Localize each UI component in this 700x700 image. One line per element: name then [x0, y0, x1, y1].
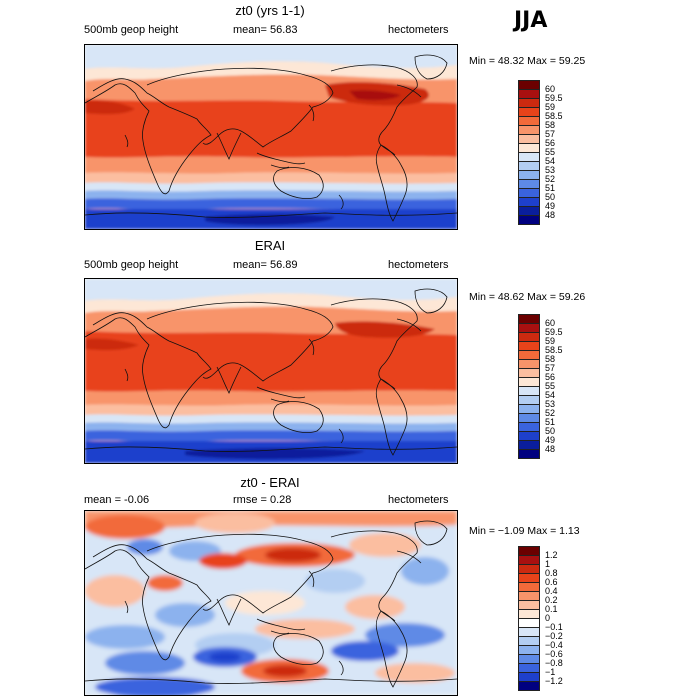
colorbar-label: 0 — [545, 612, 551, 623]
colorbar-label: 56 — [545, 371, 556, 382]
colorbar-label: −1 — [545, 666, 556, 677]
colorbar-label: 52 — [545, 173, 556, 184]
panel-1-units: hectometers — [388, 24, 449, 36]
panel-2-map-svg — [85, 279, 457, 463]
panel-1-map — [84, 44, 458, 230]
colorbar-label: 48 — [545, 443, 556, 454]
colorbar-label: 54 — [545, 155, 556, 166]
colorbar-label: 58 — [545, 119, 556, 130]
panel-2-map — [84, 278, 458, 464]
colorbar-label: 59 — [545, 101, 556, 112]
panel-2-colorbar: 60 59.5 59 58.5 58 57 56 55 54 53 52 51 50 49 48 — [518, 314, 563, 459]
colorbar-label: 53 — [545, 398, 556, 409]
panel-1-map-svg — [85, 45, 457, 229]
colorbar-label: 0.4 — [545, 585, 558, 596]
colorbar-label: 50 — [545, 191, 556, 202]
panel-3-rmse: rmse = 0.28 — [233, 494, 292, 506]
panel-1-colorbar: 60 59.5 59 58.5 58 57 56 55 54 53 52 51 50 49 48 — [518, 80, 563, 225]
colorbar-label: 0.6 — [545, 576, 558, 587]
colorbar-label: 57 — [545, 362, 556, 373]
panel-2-units: hectometers — [388, 259, 449, 271]
panel-3-minmax: Min = −1.09 Max = 1.13 — [469, 525, 580, 537]
panel-1-minmax: Min = 48.32 Max = 59.25 — [469, 55, 586, 67]
colorbar-label: 1.2 — [545, 549, 558, 560]
colorbar-label: −0.4 — [545, 639, 563, 650]
colorbar-label: 59.5 — [545, 92, 563, 103]
colorbar-label: 60 — [545, 317, 556, 328]
colorbar-label: 49 — [545, 434, 556, 445]
colorbar-label: 49 — [545, 200, 556, 211]
colorbar-label: −0.6 — [545, 648, 563, 659]
colorbar-label: 58.5 — [545, 110, 563, 121]
panel-2-minmax: Min = 48.62 Max = 59.26 — [469, 291, 586, 303]
colorbar-label: −0.8 — [545, 657, 563, 668]
colorbar-label: 57 — [545, 128, 556, 139]
colorbar-label: 48 — [545, 209, 556, 220]
panel-3-units: hectometers — [388, 494, 449, 506]
panel-3-colorbar: 1.2 1 0.8 0.6 0.4 0.2 0.1 0 −0.1 −0.2 −0.4 −0.6 −0.8… — [518, 546, 563, 691]
colorbar-label: 55 — [545, 146, 556, 157]
colorbar-label: 51 — [545, 182, 556, 193]
season-label: JJA — [514, 8, 548, 33]
colorbar-label: 0.2 — [545, 594, 558, 605]
colorbar-label: 54 — [545, 389, 556, 400]
colorbar-label: 52 — [545, 407, 556, 418]
colorbar-label: −0.2 — [545, 630, 563, 641]
colorbar-label: 0.8 — [545, 567, 558, 578]
colorbar-label: 59.5 — [545, 326, 563, 337]
panel-3-map-svg — [85, 511, 457, 695]
panel-2-mean: mean= 56.89 — [233, 259, 298, 271]
panel-3-map — [84, 510, 458, 696]
colorbar-label: 53 — [545, 164, 556, 175]
panel-3-mean: mean = -0.06 — [84, 494, 150, 506]
panel-1-title: zt0 (yrs 1-1) — [235, 3, 305, 18]
colorbar-label: 1 — [545, 558, 551, 569]
colorbar-swatch — [518, 681, 540, 691]
colorbar-label: 50 — [545, 425, 556, 436]
panel-1-field-label: 500mb geop height — [84, 24, 179, 36]
colorbar-swatch — [518, 449, 540, 459]
panel-2-field-label: 500mb geop height — [84, 259, 179, 271]
colorbar-label: 55 — [545, 380, 556, 391]
colorbar-label: 58 — [545, 353, 556, 364]
panel-2-title: ERAI — [254, 238, 286, 253]
colorbar-label: 60 — [545, 83, 556, 94]
colorbar-label: 58.5 — [545, 344, 563, 355]
colorbar-label: 56 — [545, 137, 556, 148]
panel-3-title: zt0 - ERAI — [240, 475, 300, 490]
panel-1-mean: mean= 56.83 — [233, 24, 298, 36]
colorbar-swatch — [518, 215, 540, 225]
colorbar-label: −1.2 — [545, 675, 563, 686]
colorbar-label: 51 — [545, 416, 556, 427]
colorbar-label: 0.1 — [545, 603, 558, 614]
colorbar-label: −0.1 — [545, 621, 563, 632]
colorbar-label: 59 — [545, 335, 556, 346]
